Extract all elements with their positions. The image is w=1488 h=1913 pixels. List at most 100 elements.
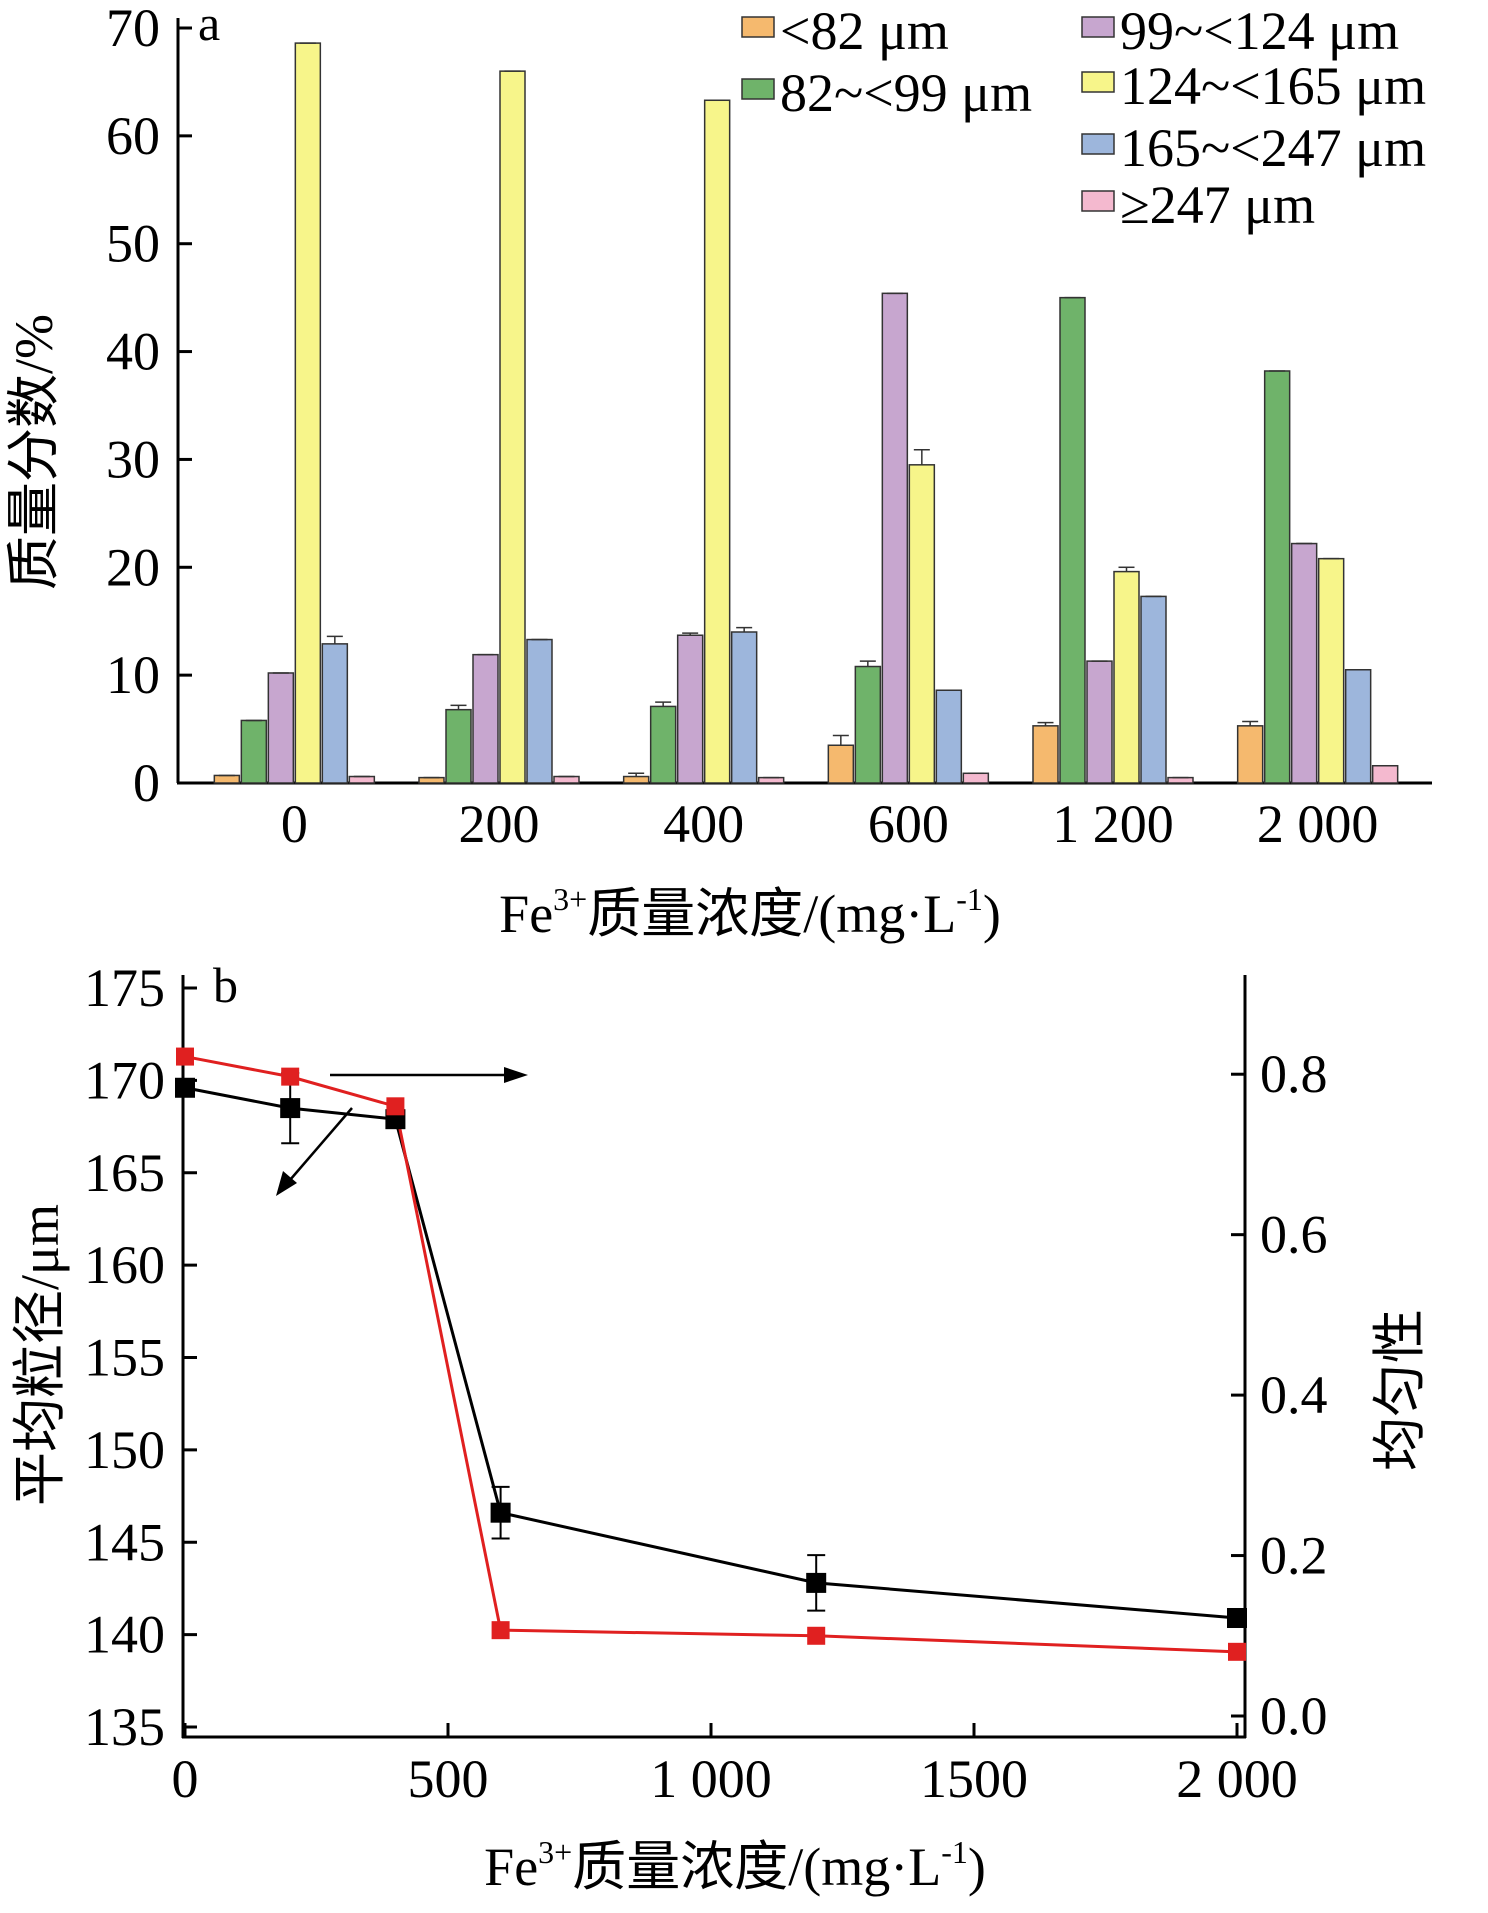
bar-1-200-series-1 bbox=[1032, 725, 1059, 784]
bar-1-200-series-6 bbox=[1167, 776, 1194, 784]
right-y-tick-label-0.2: 0.2 bbox=[1260, 1526, 1328, 1586]
left-y-tick-label-175: 175 bbox=[84, 958, 165, 1018]
series-1-point-600 bbox=[490, 1502, 511, 1523]
bar-600-series-4 bbox=[908, 464, 936, 784]
panel-b-label: b bbox=[213, 957, 238, 1013]
bar-2-000-series-2 bbox=[1263, 370, 1291, 784]
bar-400-series-3 bbox=[676, 634, 704, 784]
y-tick-label-70: 70 bbox=[106, 0, 160, 58]
x-tick-label-500: 500 bbox=[408, 1749, 489, 1809]
left-y-tick-label-135: 135 bbox=[84, 1697, 165, 1757]
legend-swatch-5 bbox=[1081, 133, 1115, 155]
panel-a-bar-chart: 0 10 20 30 40 50 60 70 0 200 400 600 1 200 2 000 <82… bbox=[4, 0, 1432, 944]
bar-0-series-2 bbox=[240, 719, 268, 784]
bar-0-series-4 bbox=[294, 42, 322, 784]
bar-0-series-3 bbox=[267, 672, 295, 784]
panel-b-x-axis-title: Fe3+质量浓度/(mg·L-1) bbox=[484, 1834, 986, 1897]
series-2-point-400 bbox=[386, 1097, 405, 1116]
bar-2-000-series-1 bbox=[1236, 725, 1264, 784]
left-y-tick-label-145: 145 bbox=[84, 1512, 165, 1572]
legend-label-1: <82 μm bbox=[780, 1, 949, 61]
arrow-right-icon bbox=[504, 1067, 528, 1083]
bar-200-series-6 bbox=[553, 775, 580, 784]
x-tick-label-200: 200 bbox=[459, 794, 540, 854]
bar-0-series-6 bbox=[348, 775, 376, 784]
x-tick-label-600: 600 bbox=[868, 794, 949, 854]
bar-2-000-series-3 bbox=[1290, 542, 1318, 784]
y-tick-label-50: 50 bbox=[106, 214, 160, 274]
x-tick-label-2-000: 2 000 bbox=[1176, 1749, 1298, 1809]
series-2-line bbox=[184, 1055, 1238, 1654]
bar-400-series-5 bbox=[730, 631, 758, 784]
series-1-point-2000 bbox=[1227, 1607, 1247, 1628]
bar-600-series-1 bbox=[827, 744, 855, 784]
x-tick-label-400: 400 bbox=[663, 794, 744, 854]
bar-400-series-4 bbox=[703, 99, 731, 784]
legend-label-5: 165~<247 μm bbox=[1120, 118, 1426, 178]
right-y-tick-label-0.6: 0.6 bbox=[1260, 1205, 1328, 1265]
legend-label-3: 99~<124 μm bbox=[1120, 1, 1399, 61]
x-tick-label-1-200: 1 200 bbox=[1052, 794, 1174, 854]
x-tick-label-1500: 1500 bbox=[920, 1749, 1028, 1809]
bar-200-series-1 bbox=[418, 776, 445, 784]
series-2-point-1200 bbox=[807, 1626, 826, 1645]
left-y-tick-label-155: 155 bbox=[84, 1328, 165, 1388]
series-1-point-0 bbox=[175, 1077, 195, 1098]
arrow-down-left-icon bbox=[276, 1171, 297, 1196]
legend-label-4: 124~<165 μm bbox=[1120, 56, 1426, 116]
bar-200-series-2 bbox=[445, 708, 472, 784]
bar-600-series-5 bbox=[935, 689, 963, 784]
bar-1-200-series-4 bbox=[1113, 570, 1140, 784]
bar-200-series-3 bbox=[472, 653, 499, 784]
bar-600-series-3 bbox=[881, 292, 909, 784]
series-2-point-0 bbox=[176, 1047, 194, 1066]
bar-0-series-5 bbox=[321, 643, 349, 784]
bar-400-series-6 bbox=[757, 776, 785, 784]
y-tick-label-60: 60 bbox=[106, 106, 160, 166]
series-2-point-2000 bbox=[1228, 1642, 1246, 1661]
legend-swatch-1 bbox=[741, 16, 775, 38]
bar-1-200-series-3 bbox=[1086, 660, 1113, 784]
y-tick-label-40: 40 bbox=[106, 322, 160, 382]
bar-200-series-4 bbox=[499, 70, 526, 784]
series-2-point-200 bbox=[281, 1067, 300, 1086]
y-tick-label-10: 10 bbox=[106, 645, 160, 705]
right-y-tick-label-0.0: 0.0 bbox=[1260, 1686, 1328, 1746]
right-y-tick-label-0.4: 0.4 bbox=[1260, 1365, 1328, 1425]
x-tick-label-0: 0 bbox=[281, 794, 308, 854]
annotation-arrows bbox=[276, 1067, 528, 1196]
left-y-tick-label-150: 150 bbox=[84, 1420, 165, 1480]
left-y-tick-label-160: 160 bbox=[84, 1235, 165, 1295]
bar-600-series-6 bbox=[962, 772, 990, 784]
panel-b-right-y-axis-title: 均匀性 bbox=[1370, 1309, 1430, 1471]
y-tick-label-20: 20 bbox=[106, 537, 160, 597]
bar-400-series-2 bbox=[649, 705, 677, 784]
panel-a-y-axis-title: 质量分数/% bbox=[4, 314, 64, 590]
left-y-tick-label-170: 170 bbox=[84, 1050, 165, 1110]
right-y-tick-label-0.8: 0.8 bbox=[1260, 1044, 1328, 1104]
series-2-point-600 bbox=[491, 1621, 510, 1640]
series-1-point-1200 bbox=[806, 1572, 827, 1593]
bar-0-series-1 bbox=[213, 774, 241, 784]
left-y-tick-label-165: 165 bbox=[84, 1143, 165, 1203]
bar-600-series-2 bbox=[854, 665, 882, 784]
series-1-line bbox=[184, 1086, 1238, 1620]
bar-1-200-series-5 bbox=[1140, 595, 1167, 784]
bar-2-000-series-4 bbox=[1317, 557, 1345, 784]
series-1-point-200 bbox=[280, 1098, 301, 1119]
panel-a-x-axis-title: Fe3+质量浓度/(mg·L-1) bbox=[499, 881, 1001, 944]
bar-1-200-series-2 bbox=[1059, 296, 1086, 784]
x-tick-label-2-000: 2 000 bbox=[1257, 794, 1379, 854]
legend-swatch-4 bbox=[1081, 71, 1115, 93]
bar-2-000-series-6 bbox=[1371, 764, 1399, 784]
y-tick-label-0: 0 bbox=[133, 753, 160, 813]
x-tick-label-1-000: 1 000 bbox=[650, 1749, 772, 1809]
legend-label-2: 82~<99 μm bbox=[780, 63, 1032, 123]
left-y-tick-label-140: 140 bbox=[84, 1605, 165, 1665]
x-tick-label-0: 0 bbox=[172, 1749, 199, 1809]
bar-400-series-1 bbox=[622, 775, 650, 784]
y-tick-label-30: 30 bbox=[106, 429, 160, 489]
legend-swatch-2 bbox=[741, 78, 775, 100]
legend-swatch-6 bbox=[1081, 190, 1115, 212]
bar-2-000-series-5 bbox=[1344, 669, 1372, 784]
